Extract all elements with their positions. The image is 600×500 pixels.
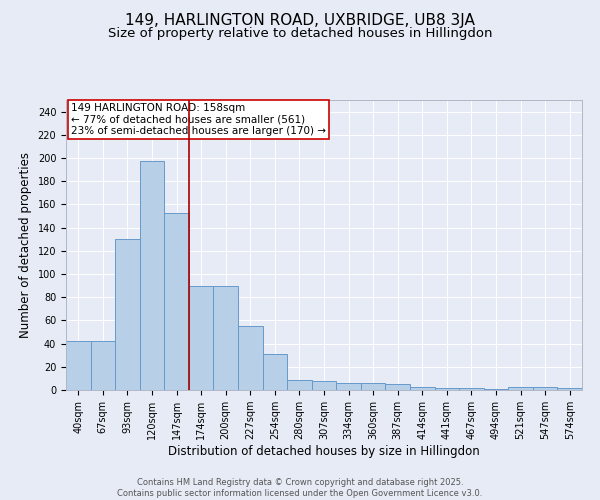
Bar — [140, 162, 164, 390]
Bar — [238, 326, 263, 390]
Text: 149, HARLINGTON ROAD, UXBRIDGE, UB8 3JA: 149, HARLINGTON ROAD, UXBRIDGE, UB8 3JA — [125, 12, 475, 28]
Bar — [557, 388, 582, 390]
Bar — [214, 286, 238, 390]
Bar — [263, 354, 287, 390]
Bar — [287, 380, 312, 390]
Text: 149 HARLINGTON ROAD: 158sqm
← 77% of detached houses are smaller (561)
23% of se: 149 HARLINGTON ROAD: 158sqm ← 77% of det… — [71, 103, 326, 136]
Bar — [115, 239, 140, 390]
X-axis label: Distribution of detached houses by size in Hillingdon: Distribution of detached houses by size … — [168, 445, 480, 458]
Bar — [385, 384, 410, 390]
Bar — [91, 342, 115, 390]
Bar — [508, 386, 533, 390]
Bar — [164, 212, 189, 390]
Bar — [434, 388, 459, 390]
Bar — [66, 342, 91, 390]
Bar — [410, 386, 434, 390]
Text: Size of property relative to detached houses in Hillingdon: Size of property relative to detached ho… — [108, 28, 492, 40]
Bar — [361, 383, 385, 390]
Bar — [312, 380, 336, 390]
Y-axis label: Number of detached properties: Number of detached properties — [19, 152, 32, 338]
Bar — [336, 383, 361, 390]
Bar — [189, 286, 214, 390]
Bar — [533, 386, 557, 390]
Bar — [459, 388, 484, 390]
Text: Contains HM Land Registry data © Crown copyright and database right 2025.
Contai: Contains HM Land Registry data © Crown c… — [118, 478, 482, 498]
Bar — [484, 389, 508, 390]
